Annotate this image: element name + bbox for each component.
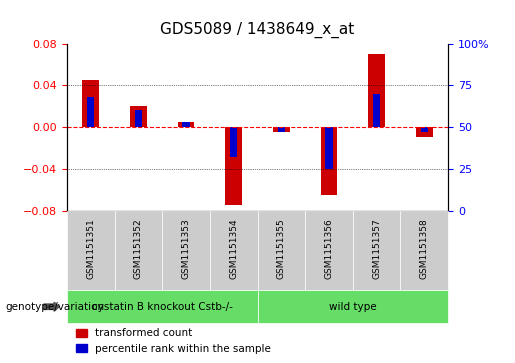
Bar [325,127,333,169]
Bar [258,211,305,290]
Bar [178,122,194,127]
Text: wild type: wild type [329,302,376,312]
Bar [373,94,380,127]
Text: genotype/variation: genotype/variation [5,302,104,312]
Bar [305,211,353,290]
Text: GSM1151352: GSM1151352 [134,219,143,279]
Bar [421,127,428,132]
Bar [210,211,258,290]
Bar [230,127,237,157]
Bar [226,127,242,205]
Bar [401,211,448,290]
Bar [258,290,448,323]
Bar [353,211,401,290]
Text: GDS5089 / 1438649_x_at: GDS5089 / 1438649_x_at [160,22,355,38]
Bar [87,97,94,127]
Text: GSM1151351: GSM1151351 [87,219,95,279]
Bar [135,110,142,127]
Text: GSM1151355: GSM1151355 [277,219,286,279]
Bar [416,127,433,138]
Bar [278,127,285,132]
Bar [114,211,162,290]
Text: cystatin B knockout Cstb-/-: cystatin B knockout Cstb-/- [92,302,233,312]
Text: GSM1151358: GSM1151358 [420,219,428,279]
Text: GSM1151353: GSM1151353 [182,219,191,279]
Text: GSM1151356: GSM1151356 [324,219,333,279]
Bar [182,122,190,127]
Bar [82,80,99,127]
Bar [67,290,258,323]
Bar [162,211,210,290]
Text: GSM1151354: GSM1151354 [229,219,238,279]
Bar [273,127,289,132]
Bar [67,211,115,290]
Bar [368,54,385,127]
Bar [130,106,147,127]
Legend: transformed count, percentile rank within the sample: transformed count, percentile rank withi… [72,324,275,358]
Bar [321,127,337,195]
Text: GSM1151357: GSM1151357 [372,219,381,279]
